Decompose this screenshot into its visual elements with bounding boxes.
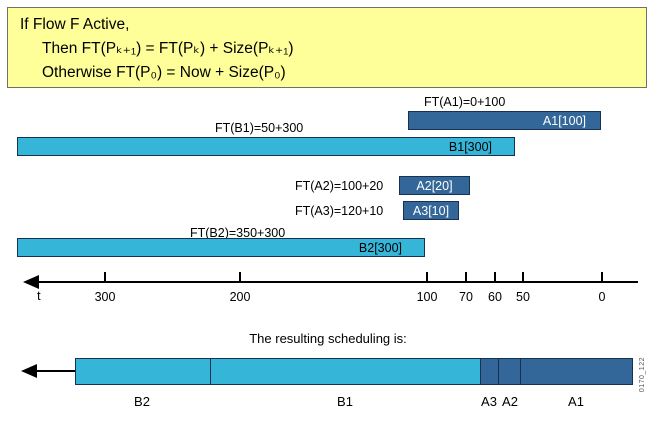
schedule-arrow-icon — [21, 364, 37, 378]
packet-bar-b2-label: B2[300] — [358, 240, 402, 255]
ft-label-b1: FT(B1)=50+300 — [215, 121, 304, 135]
tick-mark — [601, 272, 603, 282]
ft-label-a2: FT(A2)=100+20 — [295, 179, 384, 193]
tick-mark — [522, 272, 524, 282]
ft-label-a1: FT(A1)=0+100 — [424, 95, 506, 109]
tick-label-300: 300 — [94, 290, 116, 304]
schedule-label-b2: B2 — [134, 394, 150, 409]
packet-bar-a1-label: A1[100] — [542, 113, 586, 128]
schedule-segment-a1 — [520, 358, 633, 385]
pseudocode-panel: If Flow F Active, Then FT(Pₖ₊₁) = FT(Pₖ)… — [7, 7, 647, 88]
schedule-label-b1: B1 — [337, 394, 353, 409]
pseudocode-line-1: If Flow F Active, — [20, 16, 130, 33]
time-axis-line — [36, 281, 638, 283]
tick-mark — [494, 272, 496, 282]
schedule-arrow-shaft — [33, 370, 77, 372]
packet-bar-a1: A1[100] — [408, 111, 601, 130]
ft-label-b2: FT(B2)=350+300 — [190, 226, 286, 240]
schedule-label-a3: A3 — [481, 394, 497, 409]
packet-bar-a2-label: A2[20] — [416, 178, 453, 193]
schedule-segment-a3 — [480, 358, 499, 385]
tick-label-0: 0 — [598, 290, 606, 304]
time-axis-arrow-icon — [23, 275, 39, 289]
time-axis-t-label: t — [37, 288, 41, 303]
pseudocode-line-3: Otherwise FT(P₀) = Now + Size(P₀) — [42, 64, 286, 81]
tick-mark — [426, 272, 428, 282]
schedule-label-a2: A2 — [502, 394, 518, 409]
tick-label-50: 50 — [516, 290, 530, 304]
packet-bar-a3: A3[10] — [403, 201, 459, 220]
schedule-label-a1: A1 — [568, 394, 584, 409]
tick-mark — [239, 272, 241, 282]
tick-label-70: 70 — [459, 290, 473, 304]
tick-mark — [104, 272, 106, 282]
tick-mark — [465, 272, 467, 282]
result-caption: The resulting scheduling is: — [249, 331, 407, 346]
tick-label-100: 100 — [416, 290, 438, 304]
figure-id-watermark: 0170_122 — [639, 357, 646, 393]
packet-bar-a3-label: A3[10] — [412, 203, 450, 218]
schedule-segment-b1 — [210, 358, 481, 385]
schedule-segment-b2 — [75, 358, 211, 385]
packet-bar-b1: B1[300] — [17, 137, 515, 156]
pseudocode-line-2: Then FT(Pₖ₊₁) = FT(Pₖ) + Size(Pₖ₊₁) — [42, 40, 294, 57]
tick-label-60: 60 — [488, 290, 502, 304]
tick-label-200: 200 — [229, 290, 251, 304]
ft-label-a3: FT(A3)=120+10 — [295, 204, 384, 218]
schedule-segment-a2 — [498, 358, 521, 385]
packet-bar-b2: B2[300] — [17, 238, 425, 257]
packet-bar-a2: A2[20] — [399, 176, 470, 195]
packet-bar-b1-label: B1[300] — [448, 139, 492, 154]
